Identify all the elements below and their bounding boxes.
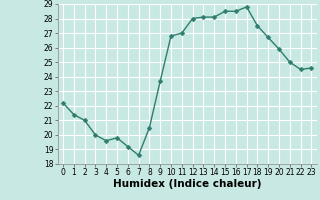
X-axis label: Humidex (Indice chaleur): Humidex (Indice chaleur) — [113, 179, 261, 189]
